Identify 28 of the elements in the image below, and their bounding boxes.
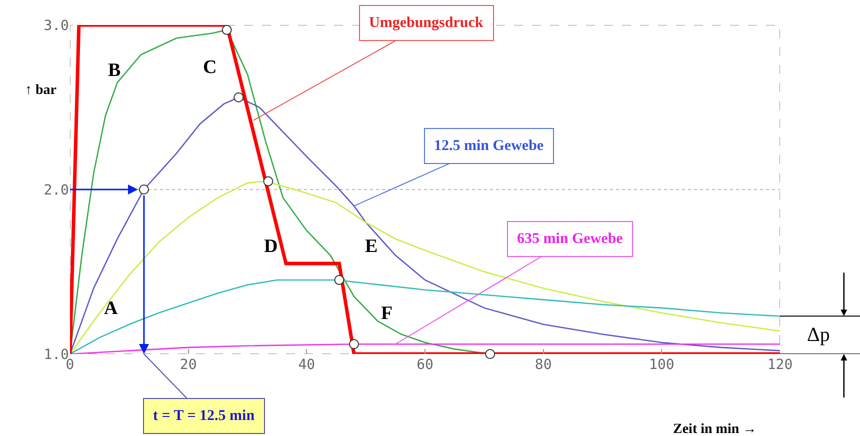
point (222, 24, 232, 35)
annotation: 635 min Gewebe (517, 231, 624, 247)
annotation: D (264, 236, 278, 257)
annotation: C (203, 57, 217, 78)
point (234, 92, 244, 102)
x-tick-label: 20 (180, 357, 197, 373)
annotation: F (381, 303, 393, 324)
x-axis-title: Zeit in min → (673, 422, 757, 436)
point (485, 349, 496, 359)
x-tick-label: 40 (298, 357, 316, 373)
annotation: E (365, 236, 378, 257)
y-tick-label: 3.0 (44, 18, 69, 34)
x-tick-label: 120 (767, 357, 793, 373)
annotation: 12.5 min Gewebe (434, 138, 544, 154)
y-axis-title: ↑ bar (25, 83, 56, 98)
text: Δp (807, 324, 830, 346)
point (138, 184, 149, 194)
annotation: A (104, 298, 118, 319)
x-tick-label: 80 (534, 357, 552, 373)
y-tick-label: 2.0 (44, 182, 69, 198)
x-tick-label: 60 (416, 357, 434, 373)
x-tick-label: 100 (649, 357, 674, 373)
point (349, 339, 359, 350)
annotation: B (108, 60, 121, 81)
point (334, 274, 344, 285)
point (263, 176, 274, 186)
annotation: t = T = 12.5 min (153, 408, 256, 424)
annotation: Umgebungsdruck (369, 15, 484, 31)
